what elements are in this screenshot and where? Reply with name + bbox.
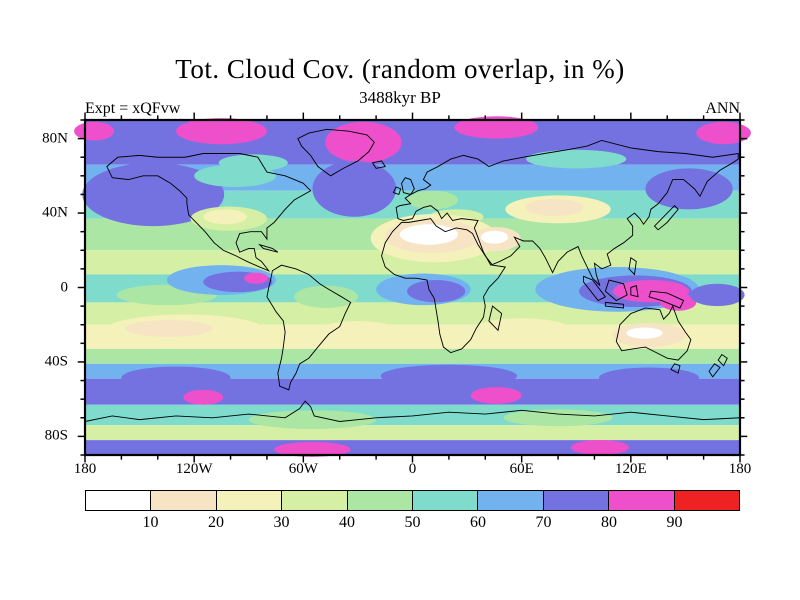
x-tick-label: 0 — [408, 461, 417, 477]
coast-borneo — [604, 279, 628, 302]
chart-subtitle: 3488kyr BP — [359, 88, 441, 107]
experiment-label: Expt = xQFvw — [85, 100, 181, 117]
season-label: ANN — [705, 100, 740, 117]
colorbar-tick-label: 40 — [339, 514, 355, 531]
y-tick-label: 80S — [44, 427, 68, 444]
world-cloud-cover-map — [74, 112, 751, 463]
coast-philippines — [628, 256, 637, 276]
coast-britain — [401, 177, 415, 195]
colorbar-segment — [215, 491, 282, 510]
coast-iceland — [371, 160, 386, 169]
coast-south-america — [266, 264, 352, 391]
coast-sulawesi — [630, 285, 639, 298]
colorbar-tick-label: 60 — [470, 514, 486, 531]
coast-antarctica — [84, 400, 741, 456]
coast-tasmania — [670, 363, 681, 374]
coast-north-america — [106, 153, 312, 272]
y-tick-label: 40S — [44, 353, 68, 370]
y-tick-label: 40N — [42, 204, 68, 221]
coast-africa — [381, 218, 507, 354]
coast-australia — [615, 304, 692, 361]
x-tick-label: 60E — [509, 461, 534, 477]
colorbar-segment — [673, 491, 740, 510]
coast-java — [604, 301, 625, 309]
x-tick-label: 180 — [73, 461, 97, 477]
y-tick-label: 0 — [60, 279, 69, 295]
coast-japan — [653, 204, 679, 231]
coast-ireland — [392, 186, 402, 196]
contour-field — [74, 116, 751, 457]
coast-new-zealand-south — [708, 363, 721, 378]
colorbar-tick-label: 80 — [601, 514, 617, 531]
coast-cuba — [258, 243, 279, 253]
chart-title: Tot. Cloud Cov. (random overlap, in %) — [175, 54, 625, 84]
colorbar-segment — [608, 491, 674, 510]
colorbar-segment — [281, 491, 347, 510]
colorbar-segment — [477, 491, 543, 510]
coast-eurasia — [395, 139, 739, 286]
x-tick-label: 120W — [175, 461, 213, 477]
plot-frame — [83, 118, 742, 457]
colorbar-tick-label: 70 — [535, 514, 552, 531]
colorbar-tick-label: 10 — [142, 514, 159, 531]
colorbar-tick-label: 90 — [666, 514, 683, 531]
colorbar-segment — [150, 491, 216, 510]
coast-madagascar — [488, 305, 503, 332]
coast-new-guinea — [648, 290, 685, 309]
y-axis: 80N 40N 0 40S 80S — [30, 120, 80, 455]
colorbar — [85, 490, 740, 511]
coast-greenland — [297, 128, 375, 177]
colorbar-segment — [86, 491, 151, 510]
colorbar-tick-label: 30 — [273, 514, 290, 531]
coast-new-zealand-north — [717, 353, 728, 367]
y-tick-label: 80N — [42, 130, 68, 147]
x-tick-label: 180 — [728, 461, 752, 477]
colorbar-tick-label: 50 — [404, 514, 421, 531]
x-tick-label: 60W — [288, 461, 318, 477]
colorbar-segment — [346, 491, 413, 510]
colorbar-labels: 10 20 30 40 50 60 70 80 90 — [85, 514, 740, 534]
x-tick-label: 120E — [614, 461, 647, 477]
map-plot-area — [74, 112, 751, 463]
x-axis: 180 120W 60W 0 60E 120E 180 — [74, 461, 752, 481]
colorbar-tick-label: 20 — [208, 514, 224, 531]
coast-sumatra — [583, 275, 607, 302]
colorbar-segment — [542, 491, 609, 510]
colorbar-segment — [412, 491, 478, 510]
coastlines — [84, 128, 741, 456]
